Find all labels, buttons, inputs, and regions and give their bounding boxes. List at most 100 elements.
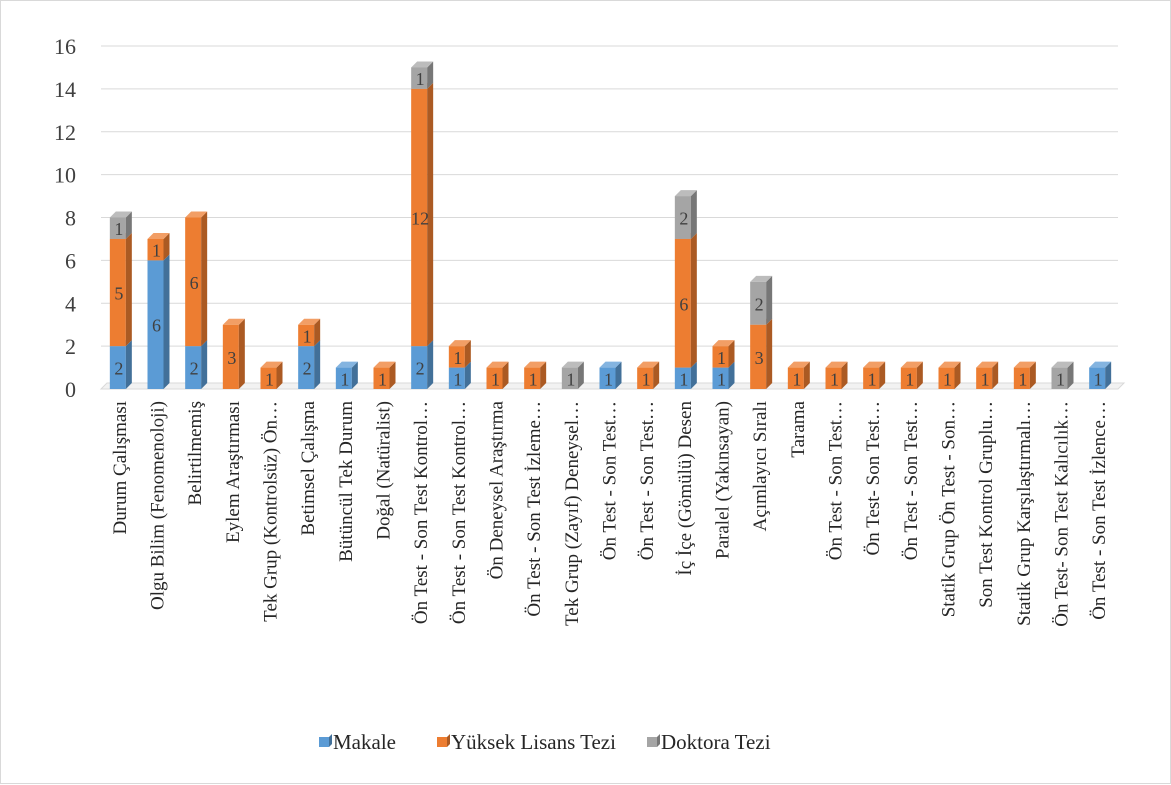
bar-top xyxy=(825,361,848,368)
data-label: 1 xyxy=(566,369,575,389)
bar-front xyxy=(260,367,277,389)
bar-top xyxy=(712,340,735,347)
bar-front xyxy=(185,217,202,347)
category-label: Ön Deneysel Araştırma xyxy=(487,400,508,579)
data-label: 1 xyxy=(604,369,613,389)
bar-front xyxy=(373,367,390,389)
bar-side xyxy=(238,318,245,389)
bar-segment xyxy=(185,211,208,347)
bar-side xyxy=(1067,361,1074,389)
bar-segment xyxy=(260,361,283,389)
data-label: 1 xyxy=(792,369,801,389)
bar-top xyxy=(411,61,434,68)
category-label: Statik Grup Ön Test - Son… xyxy=(939,401,960,617)
legend-swatch xyxy=(647,737,657,747)
data-label: 1 xyxy=(1056,369,1065,389)
data-label: 2 xyxy=(303,359,312,379)
data-label: 1 xyxy=(529,369,538,389)
bar-side xyxy=(464,340,471,368)
bar-side xyxy=(351,361,358,389)
bar-segment xyxy=(938,361,961,389)
bar-front xyxy=(787,367,804,389)
legend-swatch-side xyxy=(657,734,660,747)
bar-front xyxy=(147,260,164,389)
legend-swatch xyxy=(319,737,329,747)
data-label: 3 xyxy=(755,348,764,368)
data-label: 2 xyxy=(755,294,764,314)
bar-front xyxy=(524,367,541,389)
bar-front xyxy=(637,367,654,389)
bar-front xyxy=(486,367,503,389)
bar-top xyxy=(976,361,999,368)
bar-front xyxy=(750,324,767,389)
legend-item: Makale xyxy=(319,730,396,754)
data-label: 1 xyxy=(453,348,462,368)
bar-front xyxy=(411,88,428,347)
bar-side xyxy=(314,318,321,347)
bar-segment xyxy=(486,361,509,389)
category-label: Ön Test - Son Test… xyxy=(826,401,847,560)
legend-swatch-side xyxy=(329,734,332,747)
y-tick-label: 8 xyxy=(65,206,76,231)
category-label: Ön Test - Son Test İzlence… xyxy=(1089,401,1110,620)
bar-top xyxy=(298,318,321,325)
bar-side xyxy=(577,361,584,389)
category-label: Açımlayıcı Sıralı xyxy=(750,401,771,531)
bar-side xyxy=(201,340,208,389)
category-label: Paralel (Yakınsayan) xyxy=(713,401,734,559)
data-label: 6 xyxy=(679,294,688,314)
category-label: Son Test Kontrol Gruplu… xyxy=(976,401,997,608)
bar-top xyxy=(373,361,396,368)
bar-front xyxy=(825,367,842,389)
bar-front xyxy=(1013,367,1030,389)
bar-segment xyxy=(373,361,396,389)
category-label: Ön Test - Son Test… xyxy=(901,401,922,560)
bar-side xyxy=(615,361,622,389)
bar-side xyxy=(728,361,735,389)
bar-side xyxy=(1105,361,1112,389)
bar-front xyxy=(109,217,126,239)
category-label: Belirtilmemiş xyxy=(185,401,206,506)
category-label: Ön Test - Son Test Kontrol… xyxy=(411,401,432,624)
data-label: 3 xyxy=(227,348,236,368)
category-label: Doğal (Natüralist) xyxy=(374,401,395,540)
bar-segment xyxy=(1051,361,1074,389)
data-label: 1 xyxy=(830,369,839,389)
bar-side xyxy=(125,340,132,389)
category-label: Tek Grup (Kontrolsüz) Ön… xyxy=(261,401,282,622)
bar-segment xyxy=(411,82,434,347)
bar-segment xyxy=(147,232,170,261)
bar-front xyxy=(712,346,729,368)
data-label: 1 xyxy=(868,369,877,389)
data-label: 12 xyxy=(411,209,429,229)
bar-front xyxy=(712,367,729,389)
bar-segment xyxy=(750,275,773,325)
bar-front xyxy=(674,238,691,368)
bar-side xyxy=(502,361,509,389)
bar-side xyxy=(766,318,773,389)
bar-side xyxy=(163,232,170,261)
bar-side xyxy=(201,211,208,347)
data-label: 1 xyxy=(717,348,726,368)
bar-top xyxy=(674,190,697,197)
data-label: 2 xyxy=(114,359,123,379)
bar-front xyxy=(185,346,202,389)
bar-side xyxy=(464,361,471,389)
legend-label: Makale xyxy=(333,730,396,754)
bar-front xyxy=(674,367,691,389)
gridlines xyxy=(99,45,1126,390)
category-label: Tarama xyxy=(788,400,809,457)
bar-side xyxy=(728,340,735,368)
bar-segment xyxy=(1013,361,1036,389)
bar-side xyxy=(427,61,434,89)
bar-segment xyxy=(524,361,547,389)
data-label: 1 xyxy=(378,369,387,389)
bar-top xyxy=(900,361,923,368)
bar-segment xyxy=(750,318,773,389)
category-label: Durum Çalışması xyxy=(110,401,131,535)
data-label: 1 xyxy=(453,369,462,389)
bar-side xyxy=(653,361,660,389)
bar-top xyxy=(863,361,886,368)
